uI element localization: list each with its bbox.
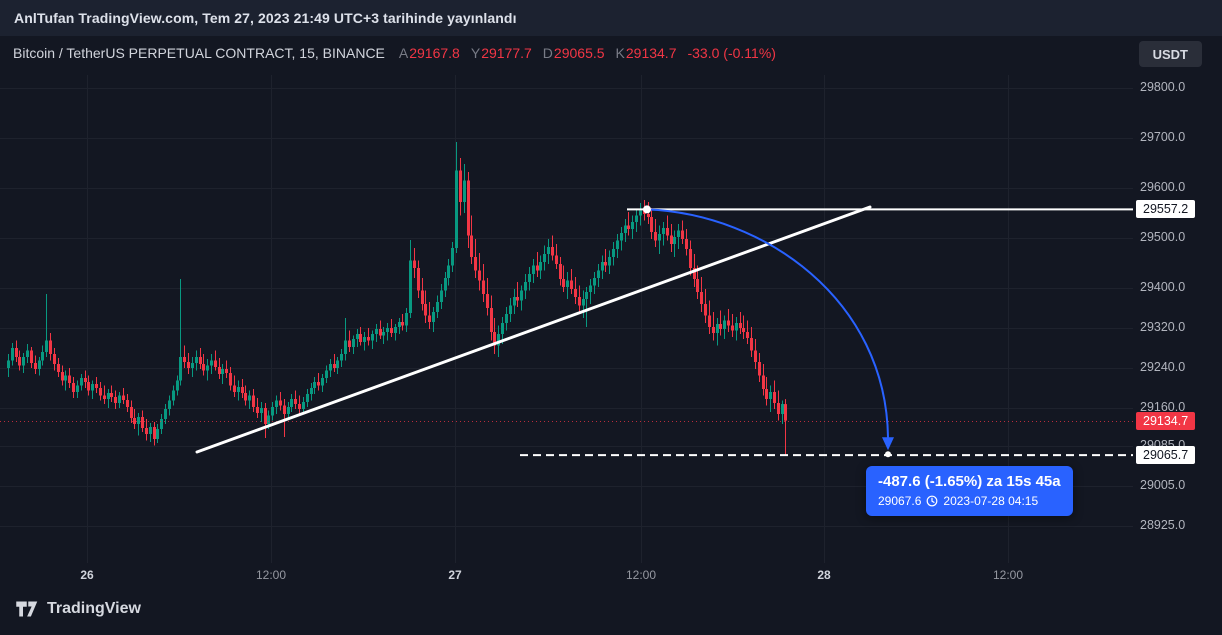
price-tick: 29240.0 (1140, 360, 1186, 374)
price-tick: 29005.0 (1140, 477, 1186, 492)
time-tick: 12:00 (992, 568, 1024, 582)
price-tick: 29320.0 (1140, 320, 1186, 334)
target-price-label: 29065.7 (1136, 446, 1196, 465)
resistance-price-label: 29557.2 (1136, 200, 1196, 219)
ohlc-values: A 29167.8 Y 29177.7 D 29065.5 K 29134.7 -33.… (399, 45, 776, 61)
time-tick: 12:00 (625, 568, 657, 582)
clock-icon (926, 495, 938, 507)
price-tick: 29400.0 (1140, 280, 1186, 294)
share-header: AnlTufan TradingView.com, Tem 27, 2023 2… (0, 0, 1222, 36)
price-tick: 29700.0 (1140, 130, 1186, 144)
ohlc-open: A 29167.8 (398, 45, 460, 61)
projection-datetime: 2023-07-28 04:15 (943, 494, 1039, 508)
time-tick: 26 (80, 568, 94, 582)
currency-toggle-button[interactable]: USDT (1138, 41, 1202, 67)
tradingview-logo[interactable]: TradingView (16, 600, 141, 618)
price-tick: 28925.0 (1140, 517, 1186, 532)
ohlc-low: D 29065.5 (542, 45, 605, 61)
projection-change-text: -487.6 (-1.65%) za 15s 45a (878, 473, 1061, 490)
chart-legend: Bitcoin / TetherUS PERPETUAL CONTRACT, 1… (0, 36, 776, 70)
time-axis[interactable]: 26 12:00 27 12:00 28 12:00 (0, 563, 1135, 591)
ohlc-close: K 29134.7 (615, 45, 677, 61)
tradingview-logo-icon (16, 601, 38, 617)
ohlc-high: Y 29177.7 (470, 45, 532, 61)
price-axis[interactable]: 28925.0 29005.0 29085.0 29160.0 29240.0 29320… (1135, 0, 1222, 600)
price-tick: 29800.0 (1140, 80, 1186, 94)
price-change: -33.0 (-0.11%) (687, 45, 776, 61)
projection-detail-row: 29067.6 2023-07-28 04:15 (878, 494, 1061, 508)
symbol-title[interactable]: Bitcoin / TetherUS PERPETUAL CONTRACT, 1… (13, 45, 385, 61)
time-tick: 12:00 (255, 568, 287, 582)
share-header-text: AnlTufan TradingView.com, Tem 27, 2023 2… (14, 10, 517, 26)
price-tick: 29500.0 (1140, 230, 1186, 244)
projection-tooltip: -487.6 (-1.65%) za 15s 45a 29067.6 2023-… (866, 466, 1073, 516)
price-tick: 29600.0 (1140, 180, 1186, 194)
tradingview-logo-text: TradingView (47, 600, 141, 617)
last-price-label: 29134.7 (1136, 411, 1196, 430)
time-tick: 27 (448, 568, 462, 582)
projection-price: 29067.6 (878, 494, 922, 508)
price-tick: 29160.0 (1140, 400, 1186, 414)
time-tick: 28 (817, 568, 831, 582)
